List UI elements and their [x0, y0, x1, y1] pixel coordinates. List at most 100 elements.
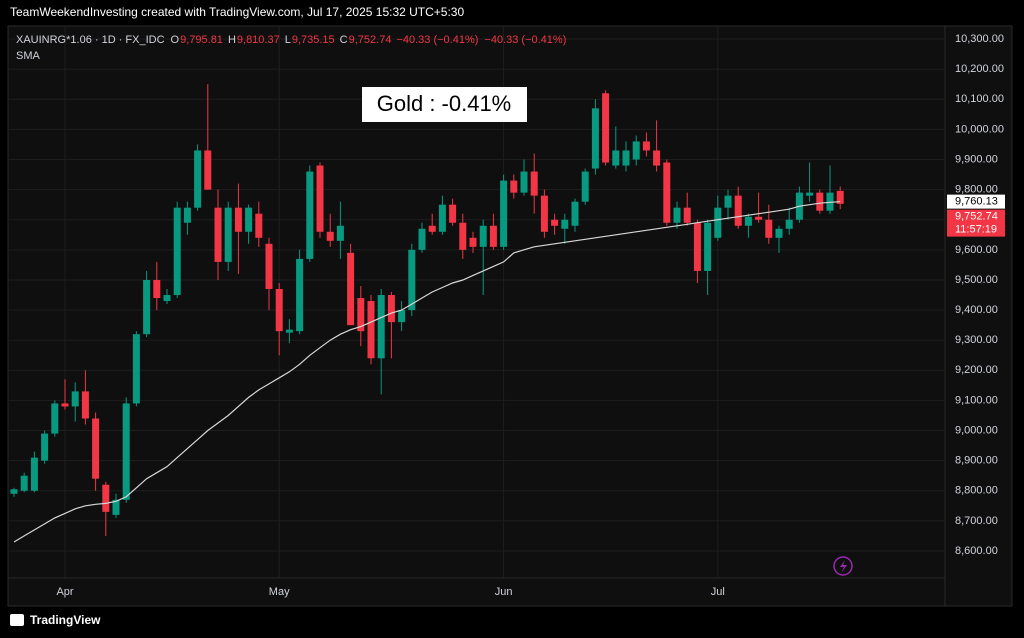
x-tick-label: Jul [711, 586, 725, 598]
candle-body [663, 162, 671, 223]
candle-body [836, 190, 844, 204]
change: −40.33 (−0.41%) [484, 34, 566, 46]
sma-price-box [947, 194, 1005, 209]
header: TeamWeekendInvesting created with Tradin… [10, 5, 464, 19]
candle-body [428, 225, 436, 232]
y-tick-label: 8,600.00 [955, 545, 998, 557]
candle-body [92, 418, 100, 479]
candle-body [234, 207, 242, 232]
candle-body [673, 207, 681, 223]
x-tick-label: Jun [495, 586, 513, 598]
candle-body [581, 171, 589, 202]
candle-body [755, 216, 763, 220]
candle-body [551, 219, 559, 226]
candle-body [612, 150, 620, 166]
candle-body [20, 475, 28, 491]
panel [7, 25, 1013, 607]
candle-body [540, 195, 548, 232]
candle-body [112, 499, 120, 515]
footer: TradingView [30, 613, 101, 627]
candle-body [408, 249, 416, 311]
annotation-box [362, 87, 527, 122]
indicator-label: SMA [16, 50, 41, 62]
candle-body [826, 192, 834, 211]
candle-body [367, 301, 375, 359]
candle-body [306, 171, 314, 259]
last-price-box [947, 209, 1005, 237]
candle-body [500, 180, 508, 247]
y-tick-label: 8,700.00 [955, 515, 998, 527]
alert-bolt [840, 560, 847, 573]
candle-body [714, 207, 722, 238]
logo [10, 614, 24, 626]
candle-body [734, 195, 742, 226]
marks [10, 84, 844, 543]
candle-body [102, 484, 110, 512]
candle-body [765, 219, 773, 238]
candle-body [785, 219, 793, 229]
candle-body [398, 310, 406, 323]
candle-body [724, 195, 732, 208]
candle-body [245, 207, 253, 232]
candle-body [520, 171, 528, 193]
candle-body [693, 222, 701, 271]
candle-body [632, 141, 640, 160]
y-tick-label: 9,200.00 [955, 364, 998, 376]
candle-body [653, 150, 661, 166]
candle-body [336, 225, 344, 241]
candle-body [143, 279, 151, 335]
candle-body [622, 150, 630, 166]
candle-body [224, 207, 232, 262]
candle-body [30, 457, 38, 491]
ohlc-value: 9,752.74 [349, 34, 392, 46]
candle-body [489, 225, 497, 247]
x-tick-label: Apr [56, 586, 73, 598]
candle-body [61, 403, 69, 407]
candle-body [183, 207, 191, 223]
candle-body [459, 222, 467, 250]
candle-body [377, 295, 385, 359]
candle-body [153, 279, 161, 299]
candle-body [296, 258, 304, 332]
candle-body [816, 192, 824, 211]
x-tick-label: May [269, 586, 290, 598]
y-tick-label: 9,300.00 [955, 334, 998, 346]
candle-body [418, 228, 426, 250]
candle-body [194, 150, 202, 208]
candle-body [510, 180, 518, 193]
candle-body [449, 204, 457, 223]
candle-body [122, 403, 130, 500]
y-tick-label: 8,800.00 [955, 485, 998, 497]
y-tick-label: 9,800.00 [955, 184, 998, 196]
candle-body [285, 329, 293, 333]
y-tick-label: 8,900.00 [955, 455, 998, 467]
candle-body [571, 201, 579, 226]
y-tick-label: 10,300.00 [955, 33, 1004, 45]
y-tick-label: 9,900.00 [955, 153, 998, 165]
candle-body [806, 192, 814, 196]
y-tick-label: 9,500.00 [955, 274, 998, 286]
y-tick-label: 9,100.00 [955, 394, 998, 406]
candle-body [387, 295, 395, 323]
candle-body [347, 252, 355, 326]
candle-body [316, 165, 324, 232]
candle-body [214, 207, 222, 262]
last-price-label: 9,752.74 [955, 211, 998, 223]
ohlc-value: 9,810.37 [237, 34, 280, 46]
candle-body [775, 228, 783, 238]
candle-body [744, 216, 752, 226]
ohlc-key: O [171, 34, 180, 46]
candle-body [255, 213, 263, 238]
ohlc-value: 9,735.15 [292, 34, 335, 46]
alert-icon[interactable] [833, 556, 853, 576]
symbol: XAUINRG*1.06 · 1D · FX_IDC [16, 34, 165, 46]
candle-body [326, 231, 334, 241]
candle-body [10, 489, 18, 494]
sma-line [13, 201, 841, 543]
candle-body [704, 222, 712, 271]
sma-price-label: 9,760.13 [955, 196, 998, 208]
candle-body [163, 295, 171, 302]
candle-body [530, 171, 538, 196]
